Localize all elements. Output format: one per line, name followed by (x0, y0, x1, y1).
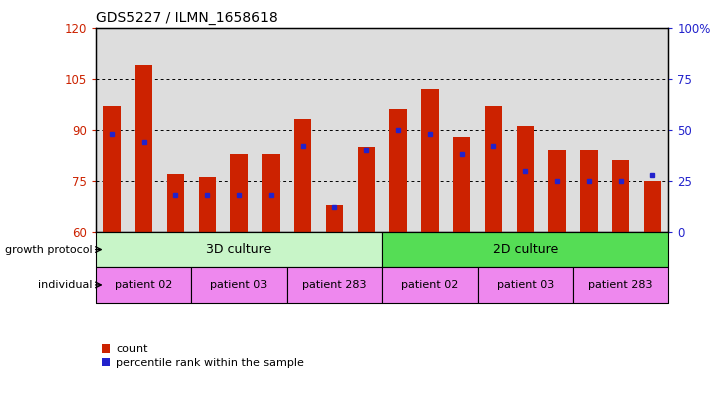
FancyBboxPatch shape (382, 267, 478, 303)
Bar (198, 177, 216, 232)
Bar (319, 28, 351, 232)
FancyBboxPatch shape (96, 232, 382, 267)
Legend: count, percentile rank within the sample: count, percentile rank within the sample (102, 344, 304, 368)
Bar (390, 109, 407, 232)
Bar (446, 28, 478, 232)
Text: individual: individual (38, 280, 92, 290)
Bar (230, 154, 248, 232)
FancyBboxPatch shape (287, 267, 382, 303)
Bar (636, 28, 668, 232)
Bar (159, 28, 191, 232)
Bar (516, 126, 534, 232)
Bar (605, 28, 636, 232)
Text: 2D culture: 2D culture (493, 243, 558, 256)
Bar (541, 28, 573, 232)
Bar (509, 28, 541, 232)
Bar (580, 150, 597, 232)
Bar (255, 28, 287, 232)
Bar (421, 89, 439, 232)
FancyBboxPatch shape (191, 267, 287, 303)
Bar (167, 174, 184, 232)
Bar (478, 28, 509, 232)
Bar (223, 28, 255, 232)
Text: patient 283: patient 283 (302, 280, 367, 290)
Bar (351, 28, 382, 232)
Bar (612, 160, 629, 232)
Bar (326, 205, 343, 232)
Text: patient 02: patient 02 (401, 280, 459, 290)
Text: 3D culture: 3D culture (206, 243, 272, 256)
Bar (382, 28, 414, 232)
Text: patient 03: patient 03 (496, 280, 554, 290)
Bar (135, 65, 152, 232)
Bar (96, 28, 128, 232)
Text: patient 283: patient 283 (589, 280, 653, 290)
Bar (414, 28, 446, 232)
Bar (358, 147, 375, 232)
Bar (128, 28, 159, 232)
Bar (573, 28, 605, 232)
Bar (103, 106, 121, 232)
Bar (262, 154, 279, 232)
Bar (191, 28, 223, 232)
Bar (643, 181, 661, 232)
Text: growth protocol: growth protocol (5, 244, 92, 255)
Text: patient 03: patient 03 (210, 280, 268, 290)
Bar (485, 106, 502, 232)
FancyBboxPatch shape (96, 267, 191, 303)
FancyBboxPatch shape (382, 232, 668, 267)
Bar (294, 119, 311, 232)
Bar (548, 150, 566, 232)
FancyBboxPatch shape (478, 267, 573, 303)
Bar (453, 136, 471, 232)
Text: patient 02: patient 02 (115, 280, 172, 290)
FancyBboxPatch shape (573, 267, 668, 303)
Bar (287, 28, 319, 232)
Text: GDS5227 / ILMN_1658618: GDS5227 / ILMN_1658618 (96, 11, 278, 25)
